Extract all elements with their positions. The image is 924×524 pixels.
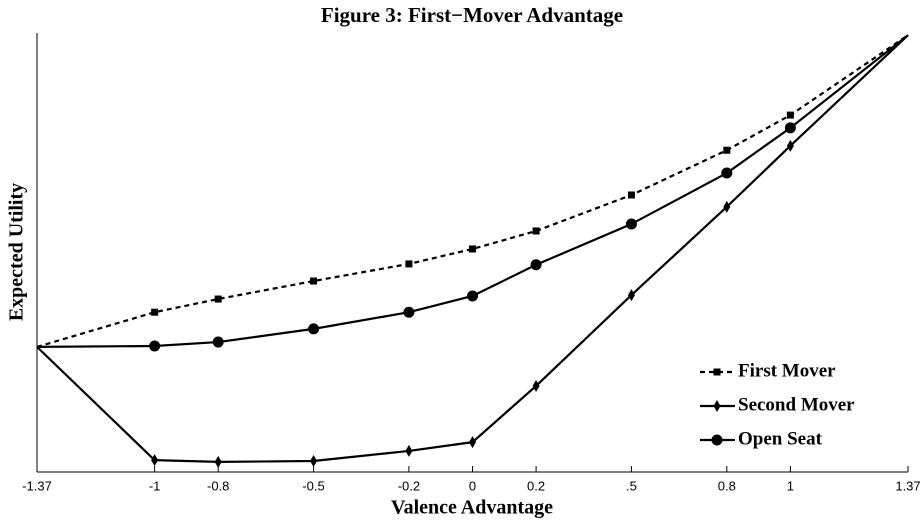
data-point: [784, 122, 796, 134]
data-point: [308, 323, 320, 335]
x-tick-label: -1.37: [22, 478, 52, 493]
data-point: [532, 379, 540, 392]
legend-label: Open Seat: [738, 428, 823, 449]
data-point: [532, 227, 540, 235]
data-point: [723, 200, 731, 213]
x-tick-label: -1: [149, 478, 161, 493]
legend-marker: [711, 434, 723, 446]
data-point: [214, 295, 222, 303]
data-point: [405, 260, 413, 268]
data-point: [214, 455, 222, 468]
x-tick-label: .5: [626, 478, 637, 493]
data-point: [530, 259, 542, 271]
x-tick-label: -0.8: [207, 478, 229, 493]
data-point: [212, 336, 224, 348]
legend-marker: [713, 400, 721, 412]
data-point: [469, 436, 476, 449]
x-tick-label: -0.2: [398, 478, 420, 493]
data-point: [149, 340, 161, 352]
data-point: [405, 444, 413, 457]
data-point: [786, 111, 794, 119]
x-tick-label: 1: [787, 478, 794, 493]
legend-marker: [713, 368, 721, 376]
data-point: [151, 454, 159, 467]
data-point: [469, 245, 476, 253]
y-axis-label: Expected Utility: [6, 183, 28, 321]
x-tick-label: 1.37: [895, 478, 920, 493]
data-point: [723, 146, 731, 154]
x-tick-label: 0.2: [527, 478, 545, 493]
data-point: [625, 218, 637, 230]
series-line: [36, 34, 909, 348]
legend-label: First Mover: [738, 360, 836, 381]
x-tick-label: 0: [469, 478, 476, 493]
data-point: [721, 167, 733, 179]
x-axis-label: Valence Advantage: [391, 497, 553, 519]
x-tick-label: -0.5: [302, 478, 324, 493]
data-point: [403, 306, 415, 318]
data-point: [151, 308, 159, 316]
data-point: [627, 289, 635, 302]
chart-title: Figure 3: First−Mover Advantage: [321, 3, 623, 27]
x-tick-label: 0.8: [718, 478, 736, 493]
data-point: [310, 277, 318, 285]
data-point: [310, 455, 318, 468]
data-point: [786, 139, 794, 152]
data-point: [627, 191, 635, 199]
data-point: [467, 290, 478, 302]
legend-label: Second Mover: [738, 394, 855, 415]
